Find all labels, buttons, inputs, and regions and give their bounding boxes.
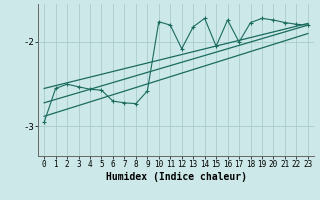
X-axis label: Humidex (Indice chaleur): Humidex (Indice chaleur) bbox=[106, 172, 246, 182]
